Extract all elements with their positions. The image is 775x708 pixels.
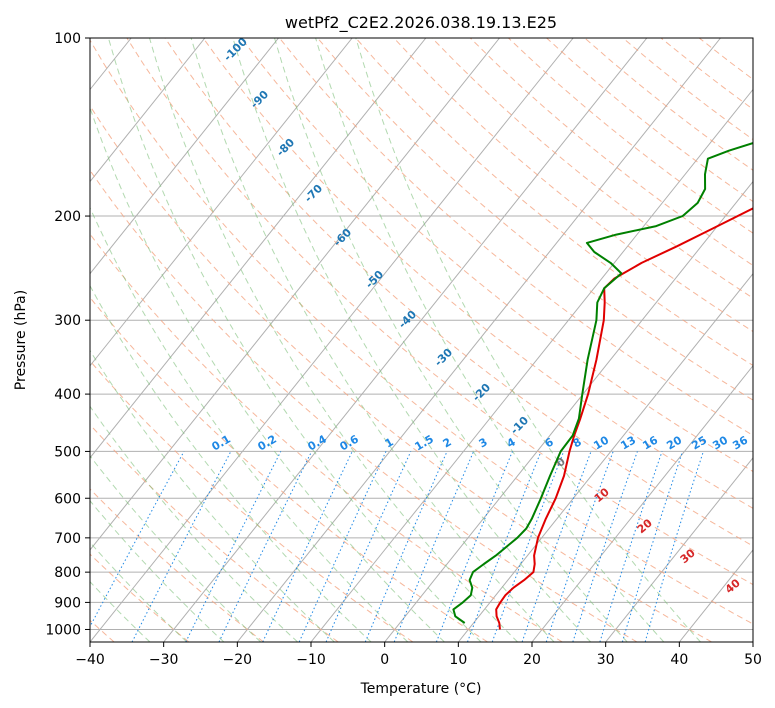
y-tick-label: 1000 — [45, 622, 81, 638]
y-axis-ticks: 100 200 300 400 500 600 700 800 900 1000 — [45, 31, 90, 638]
moist-adiabat-line — [90, 455, 262, 642]
moist-adiabat-line — [90, 206, 409, 642]
moist-adiabat-line — [90, 541, 188, 642]
y-tick-label: 600 — [54, 491, 81, 507]
isotherm-line — [605, 457, 753, 642]
moist-adiabat-line — [90, 349, 335, 642]
mixing-ratio-line — [572, 451, 638, 642]
isotherm-line — [90, 38, 279, 275]
isotherm-line — [90, 38, 574, 642]
y-tick-label: 300 — [54, 313, 81, 329]
dry-adiabat-line — [90, 233, 563, 642]
isotherm-line — [384, 180, 753, 642]
mixing-ratio-line — [621, 451, 684, 642]
x-tick-label: 50 — [744, 652, 762, 668]
dry-adiabat-line — [317, 38, 753, 401]
isotherm-line — [163, 38, 648, 642]
isotherm-line — [531, 364, 753, 642]
isotherm-line — [457, 272, 753, 642]
isotherm-line — [90, 38, 206, 183]
mixing-ratio-line — [599, 451, 663, 642]
x-axis-label: Temperature (°C) — [360, 681, 482, 697]
temperature-profile-line — [495, 207, 753, 630]
x-tick-label: 30 — [597, 652, 615, 668]
mixing-ratio-line — [491, 451, 565, 642]
x-axis-ticks: −40 −30 −20 −10 0 10 20 30 40 50 — [75, 642, 762, 668]
profile-lines — [452, 142, 753, 630]
dry-adiabat-line — [90, 39, 753, 625]
moist-adiabat-line — [90, 500, 225, 642]
dry-adiabat-line — [126, 38, 753, 586]
x-tick-label: 10 — [449, 652, 467, 668]
y-tick-label: 400 — [54, 387, 81, 403]
mixing-ratio-line — [393, 451, 475, 642]
moist-adiabat-line — [107, 38, 482, 642]
mixing-ratio-line — [644, 451, 704, 642]
mixing-ratio-line — [545, 451, 614, 642]
isotherm-line — [90, 38, 500, 551]
background-lines — [90, 38, 753, 642]
moist-adiabat-line — [90, 106, 445, 642]
x-tick-label: −10 — [296, 652, 326, 668]
dry-adiabat-line — [90, 296, 488, 642]
mixing-ratio-line — [435, 451, 513, 642]
moist-adiabat-line — [274, 38, 628, 642]
x-tick-label: −40 — [75, 652, 105, 668]
moist-adiabat-line — [355, 38, 701, 642]
mixing-ratio-line — [325, 451, 412, 642]
mixing-ratio-line — [90, 451, 185, 628]
mixing-ratio-line — [467, 451, 542, 642]
y-tick-label: 200 — [54, 209, 81, 225]
moist-adiabat-line — [315, 38, 665, 642]
mixing-ratio-line — [521, 451, 592, 642]
dry-adiabat-line — [355, 38, 753, 367]
y-tick-label: 100 — [54, 31, 81, 47]
isotherm-line — [90, 38, 353, 367]
moist-adiabat-line — [149, 38, 518, 642]
dry-adiabat-line — [90, 105, 712, 642]
chart-title: wetPf2_C2E2.2026.038.19.13.E25 — [285, 13, 557, 33]
dry-adiabat-line — [90, 553, 190, 642]
moist-adiabat-line — [232, 38, 592, 642]
x-tick-label: −30 — [149, 652, 179, 668]
isotherm-line — [236, 38, 721, 642]
x-tick-label: 0 — [380, 652, 389, 668]
y-tick-label: 700 — [54, 531, 81, 547]
dry-adiabat-line — [393, 38, 753, 333]
y-tick-label: 500 — [54, 444, 81, 460]
dry-adiabat-line — [164, 38, 753, 547]
moist-adiabat-line — [190, 38, 555, 642]
dewpoint-profile-line — [452, 142, 753, 624]
dry-adiabat-line — [90, 360, 414, 642]
plot-frame — [89, 37, 754, 643]
mixing-ratio-line — [185, 451, 282, 642]
x-tick-label: 20 — [523, 652, 541, 668]
y-tick-label: 900 — [54, 595, 81, 611]
moist-adiabat-line — [90, 284, 372, 642]
dry-adiabat-line — [202, 38, 753, 509]
isotherm-line — [90, 38, 427, 459]
dry-adiabat-line — [90, 169, 638, 642]
moist-adiabat-line — [90, 405, 298, 642]
y-tick-label: 800 — [54, 565, 81, 581]
x-tick-label: −20 — [223, 652, 253, 668]
mixing-ratio-line — [364, 451, 448, 642]
x-tick-label: 40 — [670, 652, 688, 668]
y-axis-label: Pressure (hPa) — [13, 290, 29, 390]
